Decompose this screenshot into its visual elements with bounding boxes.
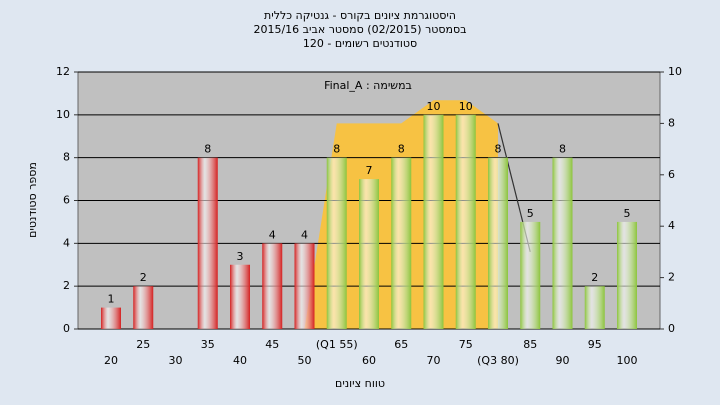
y-axis-title: מספר סטודנטים (26, 162, 39, 238)
x-tick-label: 35 (201, 338, 215, 351)
data-label: 7 (366, 164, 373, 177)
x-tick-label: 20 (104, 354, 118, 367)
x-tick-label: (Q1 55) (316, 338, 358, 351)
x-tick-label: 30 (169, 354, 183, 367)
data-label: 4 (301, 228, 308, 241)
bar (584, 286, 605, 329)
bar (455, 114, 476, 329)
bar (101, 307, 121, 329)
chart-subtitle: בסמסטר (02/2015) סמסטר אביב 2015/16 (253, 23, 466, 36)
data-label: 1 (108, 293, 115, 306)
bar (133, 286, 154, 329)
bar (552, 157, 573, 329)
x-tick-label: 75 (459, 338, 473, 351)
bar (197, 157, 218, 329)
data-label: 8 (204, 143, 211, 156)
bar (617, 221, 637, 329)
x-tick-label: (Q3 80) (477, 354, 519, 367)
bar (391, 157, 412, 329)
x-tick-label: 85 (523, 338, 537, 351)
data-label: 8 (333, 143, 340, 156)
y-tick-label: 0 (63, 322, 70, 335)
data-label: 10 (427, 100, 441, 113)
x-tick-label: 50 (298, 354, 312, 367)
data-label: 8 (495, 143, 502, 156)
annotation: Final_A : במשימה (324, 79, 412, 92)
data-label: 3 (237, 250, 244, 263)
data-label: 2 (591, 271, 598, 284)
y2-tick-label: 8 (668, 116, 675, 129)
y-tick-label: 6 (63, 194, 70, 207)
x-axis-title: טווח ציונים (335, 377, 385, 390)
x-tick-label: 100 (617, 354, 638, 367)
data-label: 5 (624, 207, 631, 220)
y-tick-label: 4 (63, 236, 70, 249)
bar (423, 114, 444, 329)
x-tick-label: 25 (136, 338, 150, 351)
chart-title: היסטוגרמת ציונים בקורס - גנטיקה כללית (264, 9, 456, 22)
data-label: 2 (140, 271, 147, 284)
y2-tick-label: 2 (668, 271, 675, 284)
data-label: 4 (269, 228, 276, 241)
data-label: 8 (559, 143, 566, 156)
x-tick-label: 60 (362, 354, 376, 367)
x-tick-label: 70 (427, 354, 441, 367)
y-tick-label: 10 (56, 108, 70, 121)
bar (262, 243, 283, 329)
x-tick-label: 65 (394, 338, 408, 351)
data-label: 8 (398, 143, 405, 156)
x-tick-label: 40 (233, 354, 247, 367)
data-label: 5 (527, 207, 534, 220)
data-label: 10 (459, 100, 473, 113)
bar (230, 264, 250, 329)
bar (359, 179, 379, 329)
bar (326, 157, 347, 329)
x-tick-label: 45 (265, 338, 279, 351)
x-tick-label: 90 (556, 354, 570, 367)
bar (294, 243, 315, 329)
y2-tick-label: 0 (668, 322, 675, 335)
bar (520, 221, 541, 329)
y2-tick-label: 6 (668, 168, 675, 181)
y-tick-label: 12 (56, 65, 70, 78)
chart-subtitle: סטודנטים רשומים - 120 (303, 37, 417, 50)
y2-tick-label: 10 (668, 65, 682, 78)
y-tick-label: 2 (63, 279, 70, 292)
y2-tick-label: 4 (668, 219, 675, 232)
x-tick-label: 95 (588, 338, 602, 351)
y-tick-label: 8 (63, 151, 70, 164)
bar (488, 157, 508, 329)
